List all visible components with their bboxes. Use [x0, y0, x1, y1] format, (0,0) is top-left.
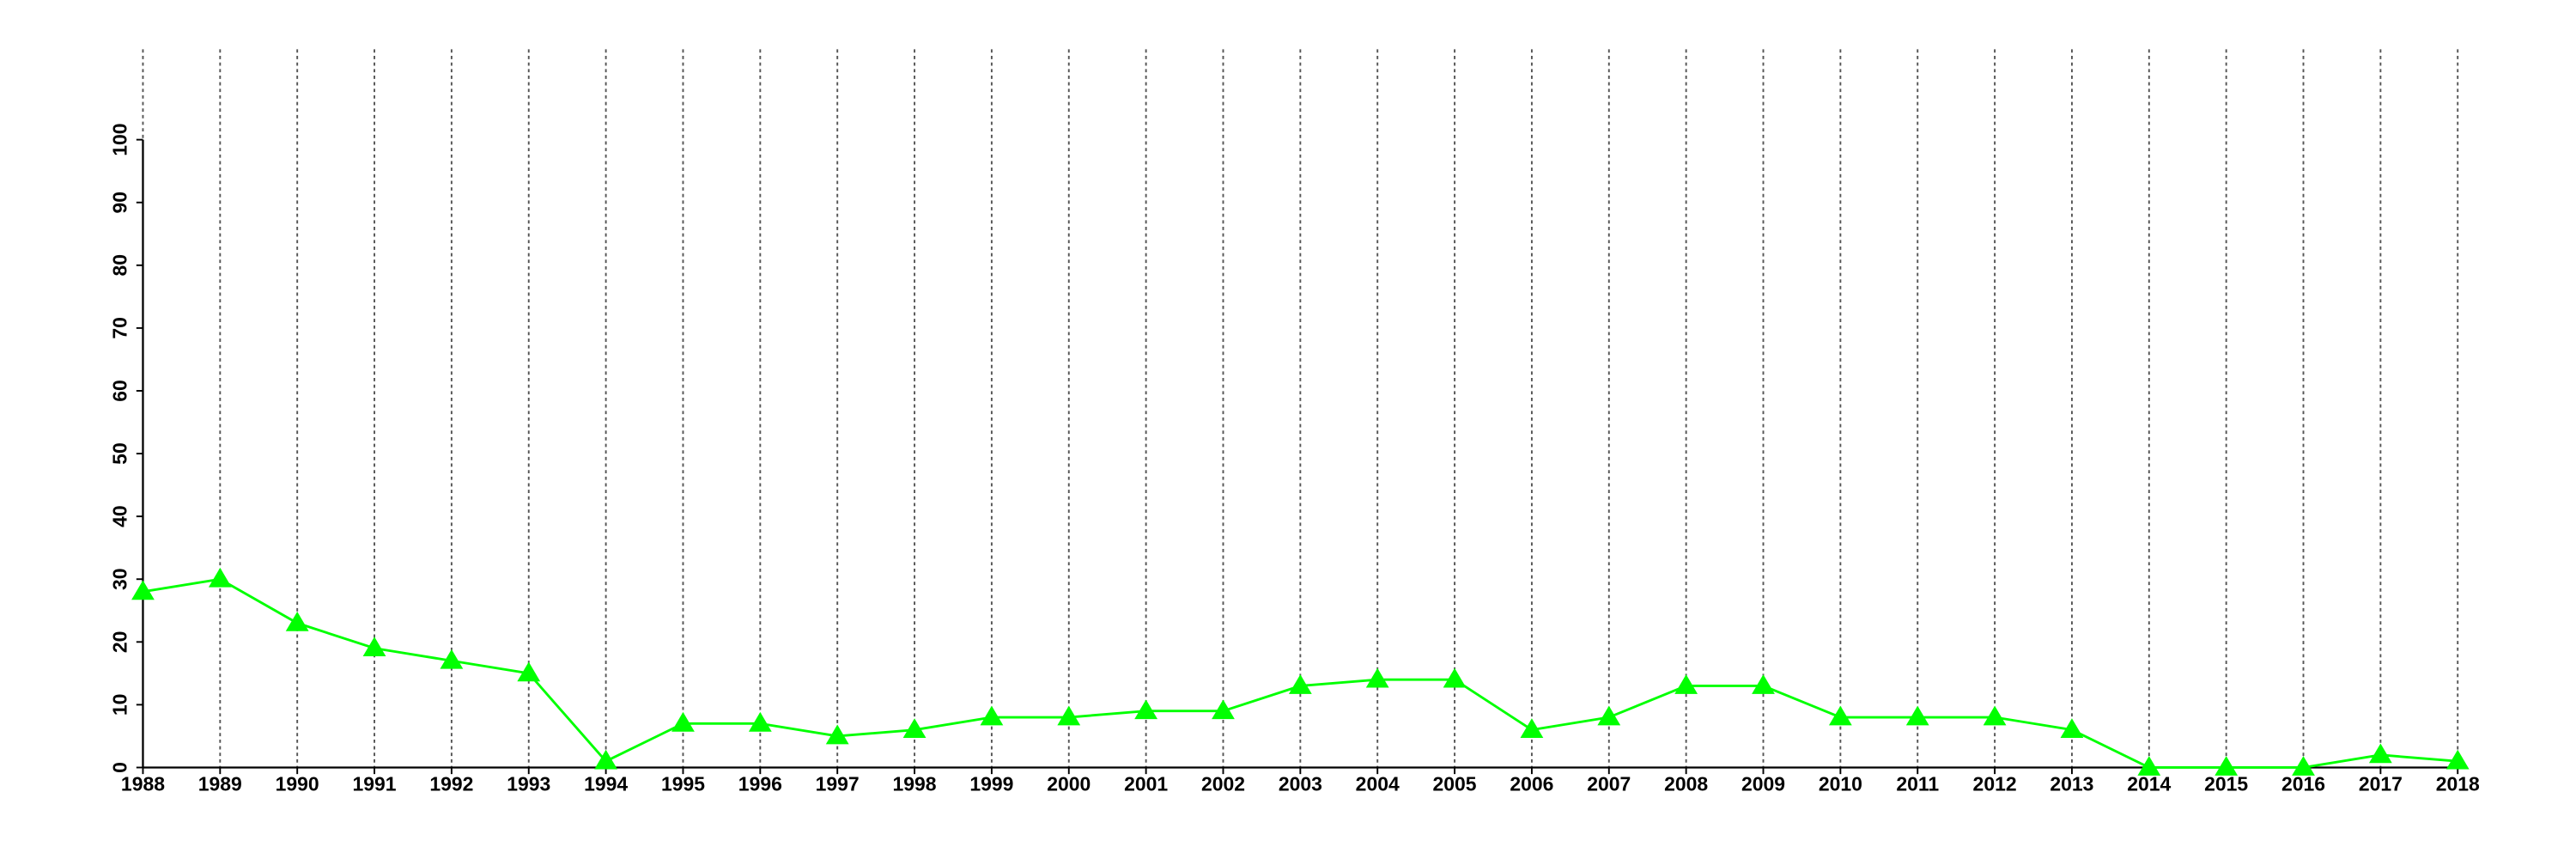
x-tick-label: 2013	[2050, 772, 2093, 795]
y-tick-label: 50	[108, 442, 131, 465]
y-tick-label: 10	[108, 694, 131, 716]
point-marker	[2445, 749, 2470, 770]
y-tick-label: 100	[108, 123, 131, 155]
x-tick-label: 2010	[1819, 772, 1862, 795]
x-tick-label: 2016	[2281, 772, 2325, 795]
x-tick-label: 1999	[969, 772, 1013, 795]
x-tick-label: 2007	[1587, 772, 1631, 795]
y-tick-label: 90	[108, 192, 131, 214]
point-marker	[1674, 674, 1698, 694]
point-marker	[1520, 718, 1544, 739]
x-tick-label: 2001	[1124, 772, 1168, 795]
x-tick-label: 1997	[816, 772, 860, 795]
x-tick-label: 1996	[738, 772, 782, 795]
point-marker	[671, 711, 695, 732]
point-marker	[1365, 667, 1389, 688]
x-tick-label: 2004	[1356, 772, 1400, 795]
y-tick-label: 0	[108, 762, 131, 773]
point-marker	[517, 661, 541, 682]
x-tick-label: 1993	[507, 772, 550, 795]
point-marker	[2292, 756, 2315, 776]
x-tick-label: 2012	[1973, 772, 2017, 795]
point-marker	[1828, 705, 1852, 726]
point-marker	[902, 718, 927, 739]
x-tick-label: 1998	[893, 772, 937, 795]
point-marker	[825, 724, 849, 745]
y-tick-label: 20	[108, 631, 131, 654]
point-marker	[1905, 705, 1929, 726]
point-marker	[1752, 674, 1775, 694]
y-tick-label: 60	[108, 380, 131, 402]
point-marker	[2215, 756, 2239, 776]
point-marker	[1443, 667, 1467, 688]
point-marker	[1057, 705, 1081, 726]
x-tick-label: 1991	[353, 772, 397, 795]
point-marker	[285, 611, 309, 631]
point-marker	[2368, 743, 2392, 764]
x-tick-label: 2009	[1741, 772, 1785, 795]
point-marker	[131, 580, 155, 600]
y-tick-label: 70	[108, 317, 131, 339]
point-marker	[440, 649, 464, 669]
point-marker	[1134, 699, 1158, 720]
x-tick-label: 1988	[121, 772, 165, 795]
x-tick-label: 2008	[1664, 772, 1708, 795]
x-tick-label: 2000	[1047, 772, 1091, 795]
x-tick-label: 2017	[2359, 772, 2403, 795]
data-line	[143, 577, 2458, 769]
x-tick-label: 1990	[276, 772, 319, 795]
point-marker	[1983, 705, 2007, 726]
point-marker	[208, 567, 232, 588]
x-tick-label: 1994	[584, 772, 628, 795]
x-tick-label: 2011	[1896, 772, 1939, 795]
x-tick-label: 2005	[1433, 772, 1477, 795]
point-marker	[2060, 718, 2084, 739]
point-marker	[594, 749, 618, 770]
x-tick-label: 2015	[2204, 772, 2248, 795]
point-marker	[362, 637, 386, 657]
x-tick-label: 2014	[2127, 772, 2171, 795]
x-tick-label: 1989	[198, 772, 242, 795]
point-marker	[980, 705, 1004, 726]
point-marker	[2137, 756, 2161, 776]
point-marker	[1597, 705, 1621, 726]
y-tick-label: 80	[108, 254, 131, 277]
x-tick-label: 2002	[1201, 772, 1245, 795]
y-tick-label: 40	[108, 505, 131, 527]
x-tick-label: 2018	[2436, 772, 2480, 795]
x-tick-label: 1992	[429, 772, 473, 795]
point-marker	[1212, 699, 1235, 720]
x-tick-label: 1995	[661, 772, 705, 795]
point-marker	[1288, 674, 1312, 694]
y-tick-label: 30	[108, 568, 131, 590]
point-marker	[748, 711, 772, 732]
x-tick-label: 2003	[1279, 772, 1322, 795]
x-tick-label: 2006	[1510, 772, 1553, 795]
